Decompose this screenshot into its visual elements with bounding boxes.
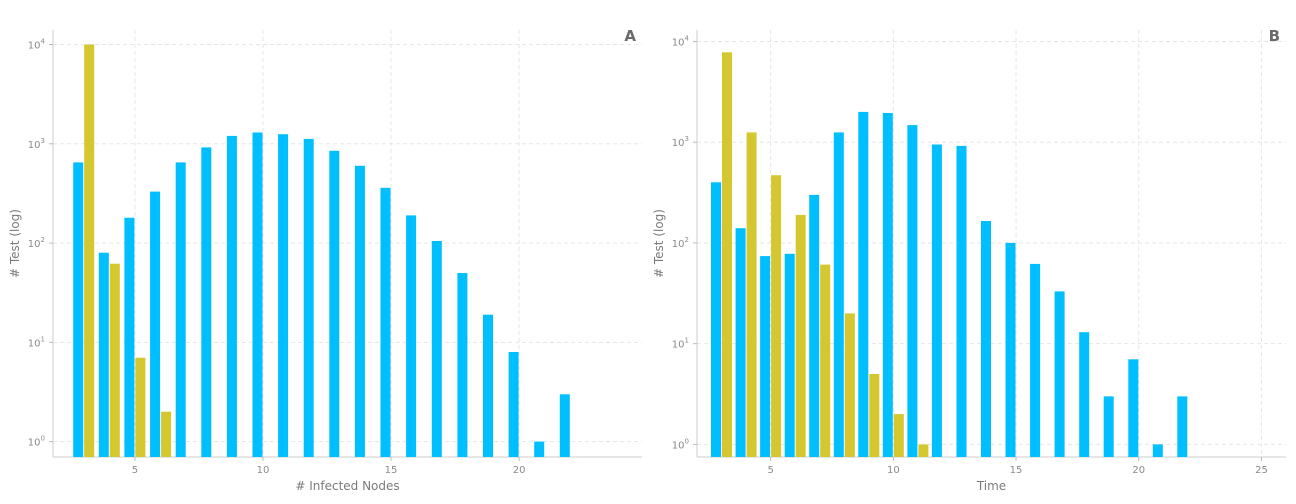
y-tick-label: 101 xyxy=(672,337,689,351)
y-tick-label: 104 xyxy=(28,38,46,52)
bar xyxy=(84,44,95,457)
bar xyxy=(161,411,172,457)
bar xyxy=(135,357,146,457)
bar xyxy=(809,194,820,457)
bar xyxy=(931,144,942,457)
y-axis-label: # Test (log) xyxy=(8,209,22,278)
x-tick-label: 25 xyxy=(1255,465,1268,476)
y-tick-label: 100 xyxy=(28,435,45,449)
bar xyxy=(1128,359,1139,457)
bar xyxy=(735,228,746,457)
bar xyxy=(483,314,493,457)
bar xyxy=(833,132,844,457)
panel-a: 5 10 15 20 100 101 102 103 104 # Infected Nodes # … xyxy=(8,27,642,493)
bar xyxy=(252,132,263,457)
bar xyxy=(784,253,795,457)
bar xyxy=(820,264,831,457)
bar xyxy=(406,215,417,457)
x-tick-label: 5 xyxy=(132,465,138,476)
bar xyxy=(1079,332,1090,457)
x-tick-label: 20 xyxy=(1132,465,1145,476)
y-tick-label: 104 xyxy=(672,34,690,48)
bar xyxy=(869,374,880,457)
y-tick-label: 103 xyxy=(672,135,689,149)
bar xyxy=(150,191,161,457)
bar xyxy=(457,273,468,457)
bar xyxy=(534,441,545,457)
x-tick-label: 10 xyxy=(257,465,270,476)
x-axis-label: Time xyxy=(976,479,1006,493)
bar xyxy=(956,145,967,457)
y-tick-label: 103 xyxy=(28,137,45,151)
bar xyxy=(918,444,929,457)
bar xyxy=(795,214,806,457)
bar xyxy=(1177,396,1188,457)
bar xyxy=(858,111,869,458)
bar xyxy=(1030,263,1041,457)
x-tick-label: 10 xyxy=(887,465,900,476)
bar xyxy=(329,150,340,458)
bar xyxy=(201,147,212,457)
bar xyxy=(508,352,519,457)
bar xyxy=(73,162,84,457)
bar xyxy=(124,217,135,457)
bar xyxy=(109,263,120,457)
bar xyxy=(722,52,732,458)
bar xyxy=(1103,396,1114,457)
panel-label: A xyxy=(624,27,636,45)
bar xyxy=(226,135,237,457)
x-tick-label: 20 xyxy=(513,465,526,476)
bar xyxy=(760,256,771,457)
bar xyxy=(380,187,391,458)
bar xyxy=(981,221,991,457)
x-tick-label: 15 xyxy=(1010,465,1023,476)
bar xyxy=(303,138,314,457)
bar xyxy=(98,252,109,457)
bar xyxy=(431,241,442,457)
bar xyxy=(1152,444,1163,457)
y-tick-label: 101 xyxy=(28,335,45,349)
bar xyxy=(893,414,904,457)
bar xyxy=(844,313,855,457)
bar xyxy=(1005,242,1016,457)
bar xyxy=(746,132,757,457)
bar xyxy=(711,182,721,458)
panel-label: B xyxy=(1269,27,1280,45)
panel-b: 5 10 15 20 25 100 101 102 103 104 Time # Test (log)… xyxy=(652,27,1286,493)
bar xyxy=(882,113,893,457)
bar xyxy=(559,394,570,457)
bar xyxy=(907,125,918,457)
y-axis-label: # Test (log) xyxy=(652,209,666,278)
bar xyxy=(1054,291,1065,457)
y-tick-label: 102 xyxy=(28,236,45,250)
x-axis-label: # Infected Nodes xyxy=(295,479,399,493)
bar xyxy=(175,162,186,457)
bar xyxy=(278,134,289,457)
bar xyxy=(771,175,782,457)
x-tick-label: 15 xyxy=(385,465,398,476)
bar xyxy=(354,165,365,458)
y-tick-label: 100 xyxy=(672,437,689,451)
y-tick-label: 102 xyxy=(672,236,689,250)
x-tick-label: 5 xyxy=(767,465,773,476)
